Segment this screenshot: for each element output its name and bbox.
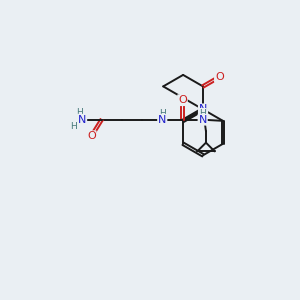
Text: O: O (178, 95, 187, 105)
Text: N: N (78, 115, 86, 125)
Text: H: H (199, 109, 206, 118)
Text: O: O (87, 131, 96, 141)
Text: N: N (199, 115, 207, 125)
Text: H: H (159, 109, 166, 118)
Text: N: N (158, 115, 166, 125)
Text: H: H (70, 122, 76, 131)
Text: H: H (76, 108, 83, 117)
Text: N: N (199, 104, 207, 114)
Text: O: O (215, 72, 224, 82)
